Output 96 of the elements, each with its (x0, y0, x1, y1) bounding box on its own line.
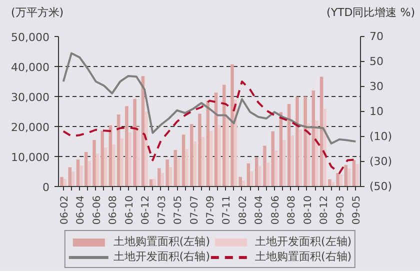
bar (352, 160, 356, 186)
bar (336, 173, 340, 186)
y2-tick-label: 70 (370, 30, 384, 43)
bar (174, 150, 178, 186)
y2-tick-label: 50 (370, 55, 384, 68)
y2-tick-label: (30) (370, 155, 392, 168)
bar (158, 168, 161, 186)
bar (112, 144, 116, 186)
x-tick-label: 06-08 (108, 195, 120, 225)
bar (258, 166, 262, 186)
x-tick-label: 07-03 (156, 195, 168, 225)
bar (274, 150, 278, 186)
y-tick-label: 40,000 (11, 61, 50, 74)
bar (315, 120, 318, 186)
bar (88, 161, 91, 186)
line-series (62, 52, 357, 144)
bar (96, 154, 100, 186)
bar (201, 137, 205, 186)
bar (304, 96, 307, 186)
y-tick-label: 30,000 (11, 91, 50, 104)
bar (120, 138, 124, 186)
y2-tick-label: 10 (370, 105, 384, 118)
legend-label: 土地购置面积(左轴) (113, 234, 210, 249)
x-tick-label: 09-03 (335, 195, 346, 225)
bar (226, 118, 229, 186)
bar (344, 164, 348, 186)
bar (80, 166, 83, 186)
bar (348, 168, 351, 186)
bar (104, 148, 108, 186)
bar (254, 157, 258, 186)
legend-label: 土地购置面积(右轴) (255, 249, 352, 264)
x-tick-label: 08-10 (302, 195, 314, 225)
legend-label: 土地开发面积(左轴) (255, 234, 352, 249)
bar (84, 152, 88, 186)
bar (296, 96, 299, 186)
y-tick-label: 10,000 (11, 151, 50, 164)
bar (185, 149, 188, 186)
y2-tick-label: (10) (370, 130, 392, 143)
bar (125, 106, 128, 186)
bar (230, 64, 234, 186)
bar (246, 163, 250, 186)
y-tick-label: 0 (42, 181, 50, 194)
x-tick-label: 07-07 (189, 195, 200, 225)
x-tick-label: 07-09 (206, 195, 216, 225)
x-tick-label: 08-04 (254, 195, 266, 225)
bar (136, 126, 140, 186)
bar (92, 140, 96, 186)
bar (182, 134, 186, 186)
bar (166, 160, 169, 186)
bar (250, 172, 254, 186)
y-tick-label: 20,000 (11, 121, 50, 134)
x-tick-label: 06-12 (140, 195, 152, 225)
bar (177, 158, 180, 186)
bar (263, 146, 266, 186)
x-tick-label: 07-05 (173, 195, 184, 225)
x-tick-label: 06-02 (59, 195, 70, 225)
y-axis-title: (万平方米) (11, 5, 64, 21)
line-series (62, 80, 357, 174)
bar (312, 90, 316, 186)
bar (266, 162, 270, 186)
bar (68, 167, 72, 186)
x-tick-label: 08-08 (286, 195, 298, 225)
x-tick-label: 09-05 (352, 195, 363, 225)
bar (152, 178, 156, 186)
bar (128, 132, 132, 186)
x-tick-label: 06-10 (124, 195, 136, 225)
legend-label: 土地开发面积(右轴) (113, 249, 210, 264)
bar (133, 98, 136, 186)
bar (356, 164, 359, 186)
x-tick-label: 06-06 (92, 195, 103, 225)
bar (144, 112, 148, 186)
bar (238, 176, 242, 186)
bar (198, 114, 202, 186)
bar (168, 167, 172, 186)
bar (320, 76, 324, 186)
y2-tick-label: (50) (370, 180, 392, 193)
bar (210, 131, 213, 186)
bar (60, 176, 64, 186)
bar (218, 125, 221, 186)
bar (328, 179, 332, 186)
bar (100, 130, 104, 186)
bar (282, 140, 286, 186)
y-tick-label: 50,000 (11, 31, 50, 44)
x-tick-label: 08-02 (238, 195, 249, 225)
x-tick-label: 07-11 (222, 195, 233, 225)
x-tick-label: 06-04 (76, 195, 87, 225)
x-tick-label: 08-12 (319, 195, 330, 225)
bar (271, 131, 274, 186)
bar (193, 142, 197, 186)
bar (298, 130, 302, 186)
bar (76, 160, 80, 186)
bar (190, 124, 194, 186)
x-tick-label: 08-06 (270, 195, 282, 225)
y2-axis-title: (YTD同比增速 %) (326, 5, 415, 21)
bar (290, 136, 294, 186)
y2-tick-label: 30 (370, 80, 384, 93)
